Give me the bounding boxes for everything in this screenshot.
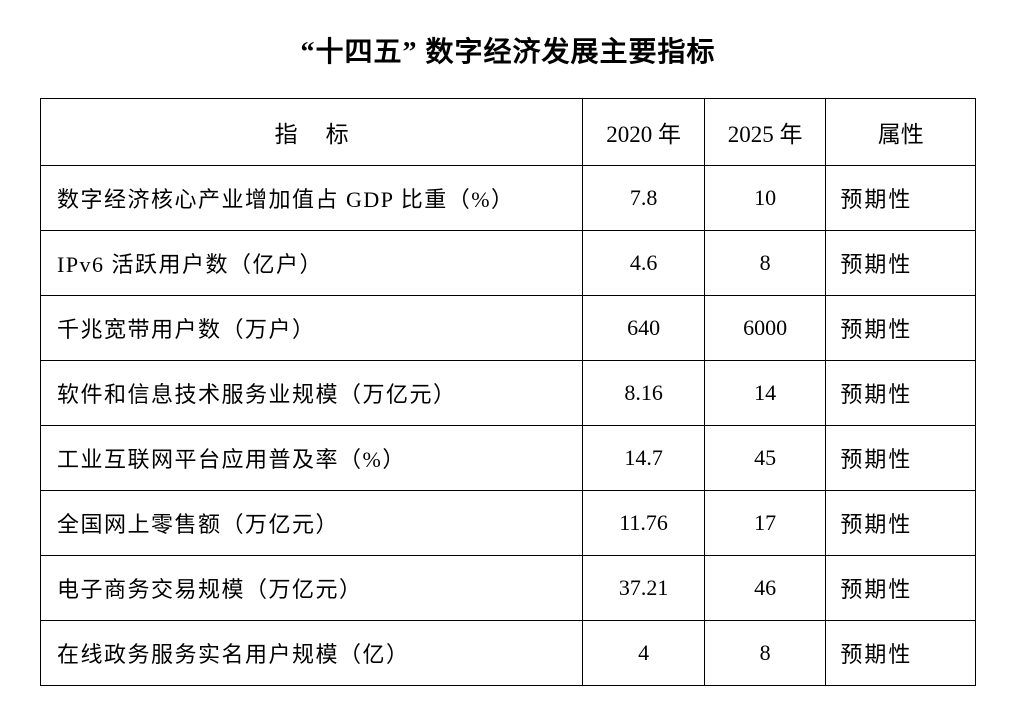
- table-row: IPv6 活跃用户数（亿户）4.68预期性: [41, 231, 976, 296]
- indicator-cell: 软件和信息技术服务业规模（万亿元）: [41, 361, 583, 426]
- table-row: 全国网上零售额（万亿元）11.7617预期性: [41, 491, 976, 556]
- year2-cell: 14: [704, 361, 826, 426]
- indicator-cell: 数字经济核心产业增加值占 GDP 比重（%）: [41, 166, 583, 231]
- attribute-cell: 预期性: [826, 166, 976, 231]
- attribute-cell: 预期性: [826, 296, 976, 361]
- indicator-cell: 工业互联网平台应用普及率（%）: [41, 426, 583, 491]
- attribute-cell: 预期性: [826, 556, 976, 621]
- year1-cell: 37.21: [583, 556, 705, 621]
- attribute-cell: 预期性: [826, 231, 976, 296]
- year1-cell: 14.7: [583, 426, 705, 491]
- table-row: 千兆宽带用户数（万户）6406000预期性: [41, 296, 976, 361]
- table-row: 在线政务服务实名用户规模（亿）48预期性: [41, 621, 976, 686]
- col-header-indicator: 指标: [41, 99, 583, 166]
- indicator-cell: 在线政务服务实名用户规模（亿）: [41, 621, 583, 686]
- year2-cell: 17: [704, 491, 826, 556]
- table-row: 软件和信息技术服务业规模（万亿元）8.1614预期性: [41, 361, 976, 426]
- year1-cell: 11.76: [583, 491, 705, 556]
- indicator-cell: 千兆宽带用户数（万户）: [41, 296, 583, 361]
- col-header-year1: 2020 年: [583, 99, 705, 166]
- year1-cell: 8.16: [583, 361, 705, 426]
- year1-cell: 4: [583, 621, 705, 686]
- year1-cell: 7.8: [583, 166, 705, 231]
- attribute-cell: 预期性: [826, 621, 976, 686]
- table-header-row: 指标 2020 年 2025 年 属性: [41, 99, 976, 166]
- year1-cell: 4.6: [583, 231, 705, 296]
- year2-cell: 46: [704, 556, 826, 621]
- year1-cell: 640: [583, 296, 705, 361]
- table-row: 工业互联网平台应用普及率（%）14.745预期性: [41, 426, 976, 491]
- indicator-cell: 电子商务交易规模（万亿元）: [41, 556, 583, 621]
- year2-cell: 8: [704, 231, 826, 296]
- indicator-cell: 全国网上零售额（万亿元）: [41, 491, 583, 556]
- table-row: 数字经济核心产业增加值占 GDP 比重（%）7.810预期性: [41, 166, 976, 231]
- col-header-year2: 2025 年: [704, 99, 826, 166]
- attribute-cell: 预期性: [826, 361, 976, 426]
- indicator-cell: IPv6 活跃用户数（亿户）: [41, 231, 583, 296]
- table-row: 电子商务交易规模（万亿元）37.2146预期性: [41, 556, 976, 621]
- year2-cell: 45: [704, 426, 826, 491]
- year2-cell: 6000: [704, 296, 826, 361]
- col-header-attribute: 属性: [826, 99, 976, 166]
- year2-cell: 10: [704, 166, 826, 231]
- attribute-cell: 预期性: [826, 426, 976, 491]
- indicators-table: 指标 2020 年 2025 年 属性 数字经济核心产业增加值占 GDP 比重（…: [40, 98, 976, 686]
- attribute-cell: 预期性: [826, 491, 976, 556]
- page-title: “十四五” 数字经济发展主要指标: [40, 30, 976, 70]
- year2-cell: 8: [704, 621, 826, 686]
